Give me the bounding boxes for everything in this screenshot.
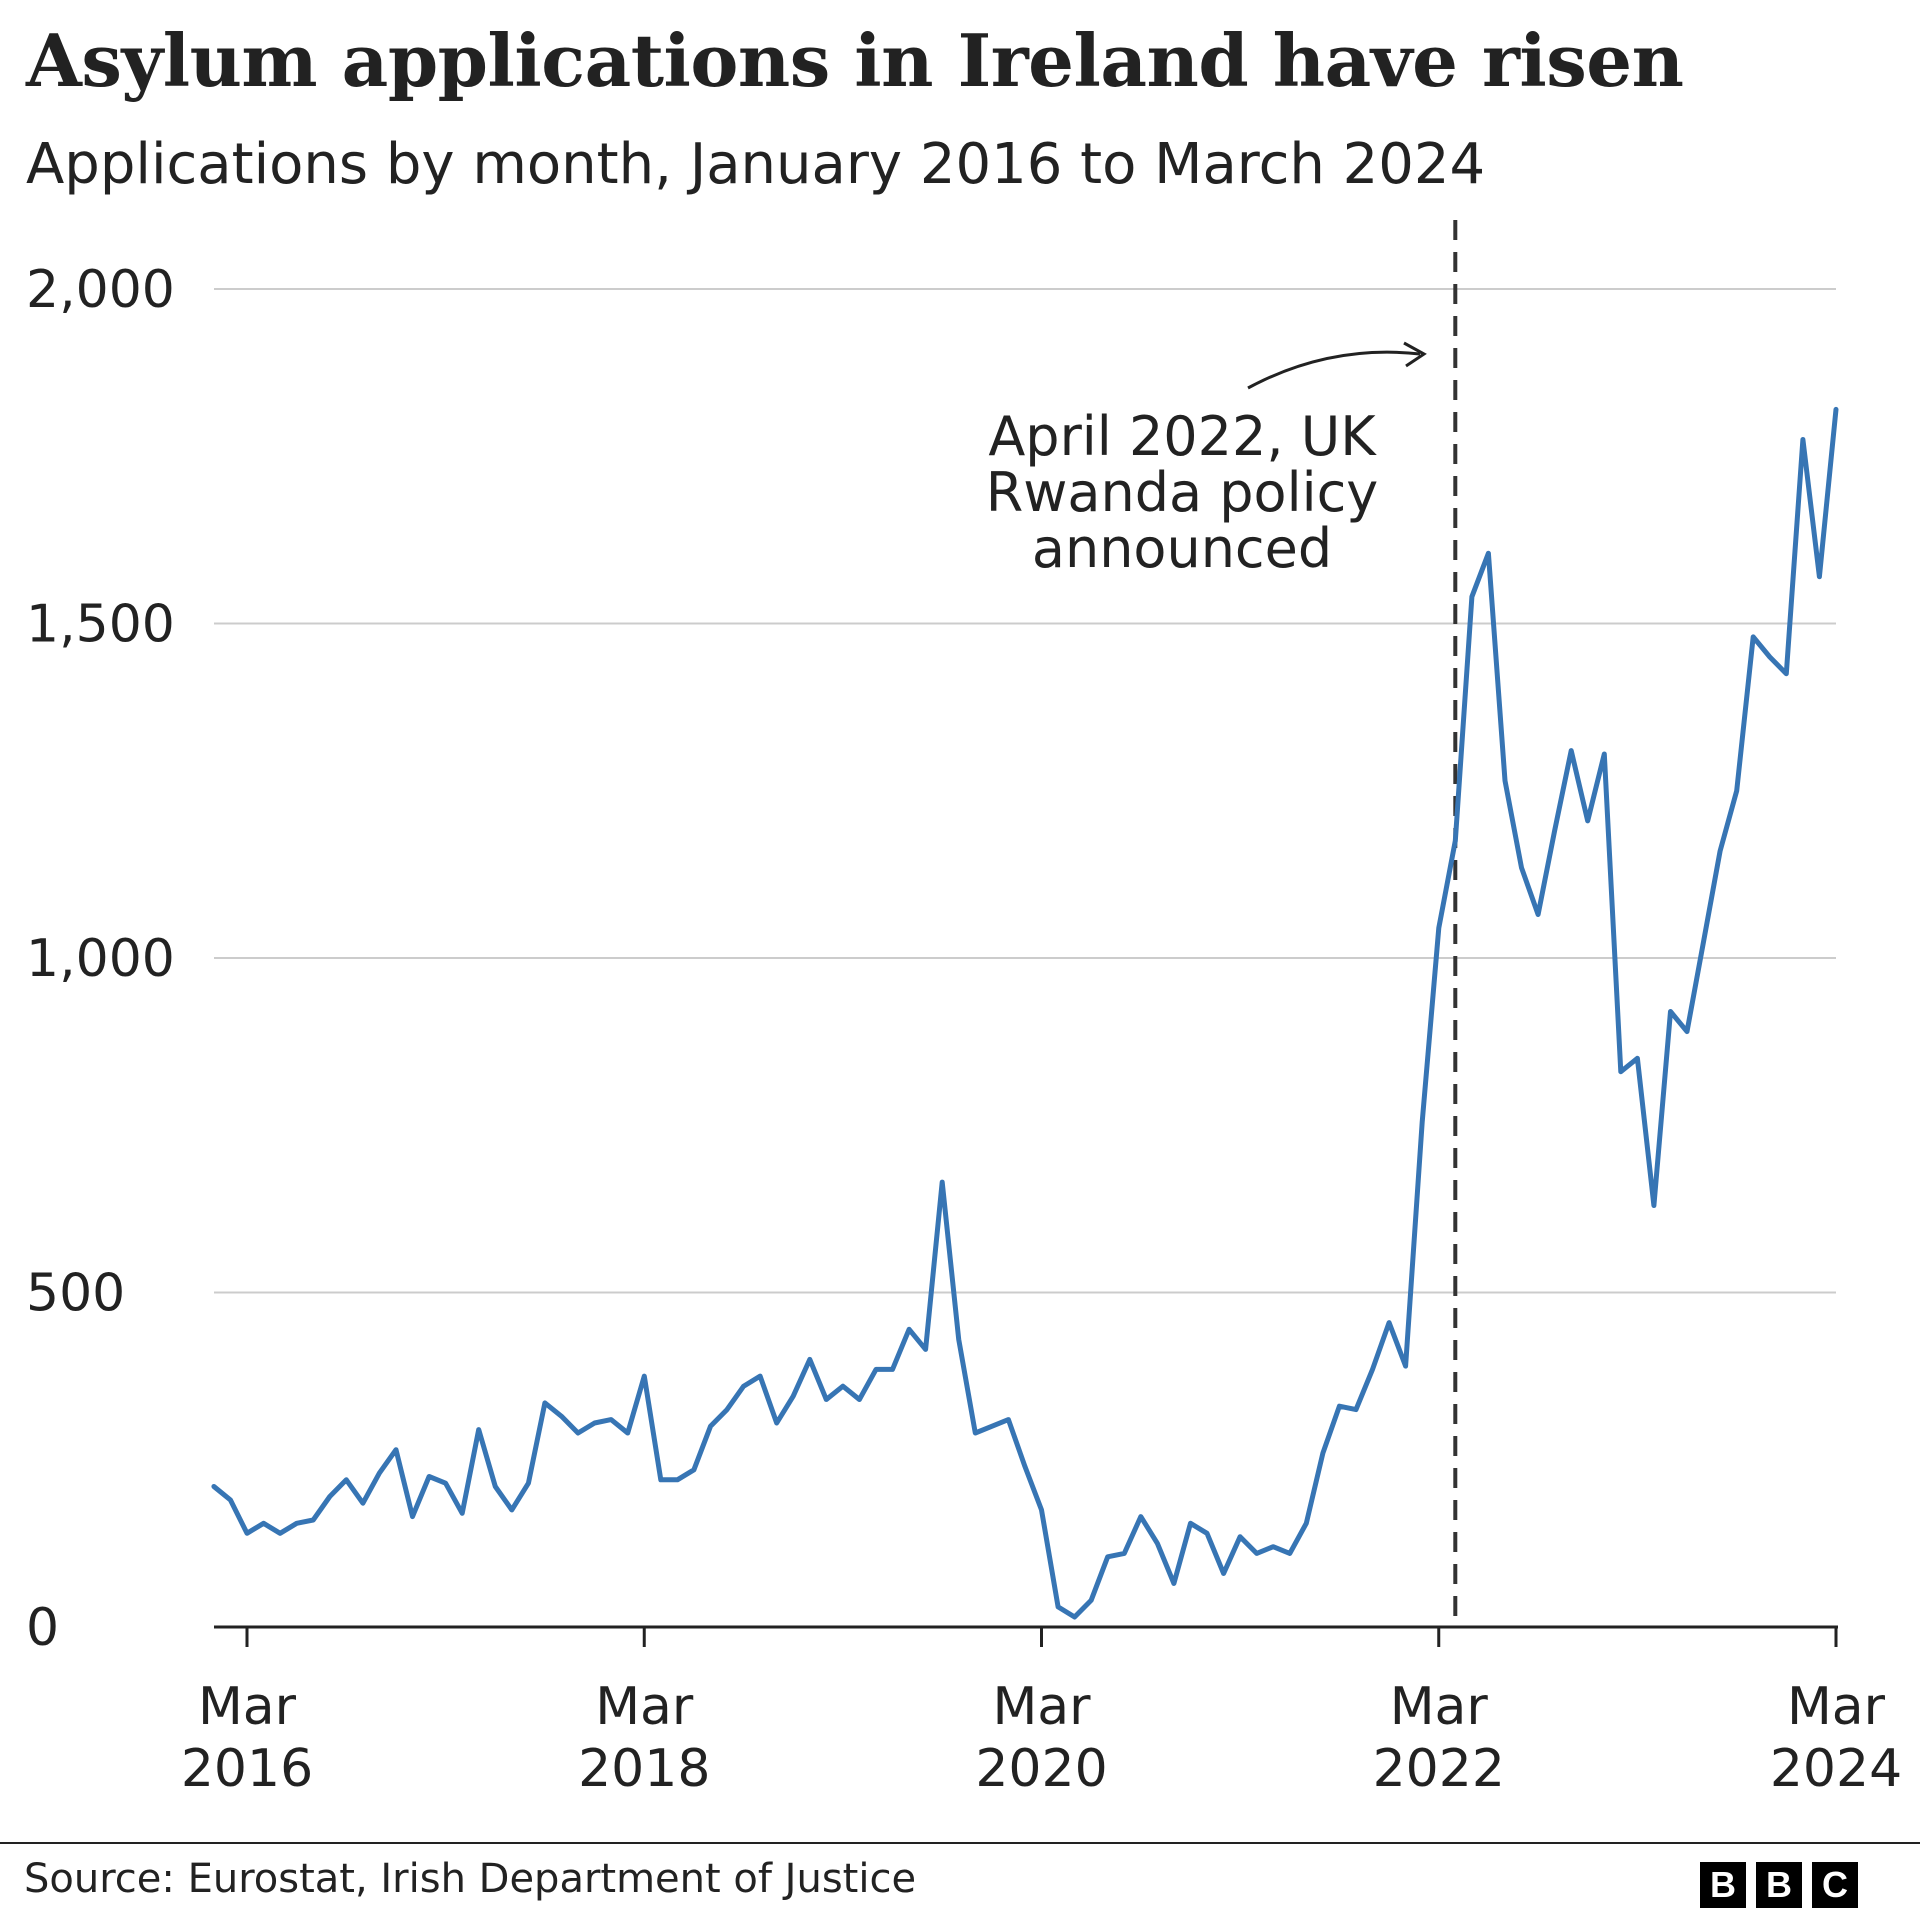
x-tick-label: Mar — [198, 1677, 297, 1737]
bbc-logo: B B C — [1700, 1862, 1858, 1908]
annotation-line-1: April 2022, UK — [988, 405, 1377, 468]
series — [211, 406, 1839, 1620]
y-tick-label: 0 — [26, 1598, 59, 1658]
x-tick-label: 2024 — [1770, 1739, 1902, 1799]
footer-divider — [0, 1842, 1920, 1844]
x-tick-label: 2016 — [181, 1739, 313, 1799]
annotation-line-3: announced — [1032, 517, 1332, 580]
x-tick-label: Mar — [595, 1677, 694, 1737]
x-tick-label: 2020 — [975, 1739, 1107, 1799]
y-tick-label: 2,000 — [26, 260, 175, 320]
logo-block-b1: B — [1700, 1862, 1746, 1908]
y-tick-label: 500 — [26, 1264, 125, 1324]
x-tick-label: Mar — [992, 1677, 1091, 1737]
gridlines — [214, 288, 1836, 1294]
y-tick-label: 1,000 — [26, 929, 175, 989]
x-tick-label: Mar — [1787, 1677, 1886, 1737]
annotation-arrowhead — [1403, 341, 1427, 368]
series-line — [211, 406, 1839, 1620]
y-tick-label: 1,500 — [26, 595, 175, 655]
logo-block-c: C — [1812, 1862, 1858, 1908]
annotation: April 2022, UK Rwanda policy announced — [986, 220, 1458, 1627]
x-tick-label: Mar — [1390, 1677, 1489, 1737]
y-axis-labels: 0 500 1,000 1,500 2,000 — [26, 260, 175, 1658]
chart-subtitle: Applications by month, January 2016 to M… — [26, 132, 1486, 197]
chart-title: Asylum applications in Ireland have rise… — [26, 18, 1684, 103]
annotation-arrow — [1247, 350, 1421, 390]
annotation-line-2: Rwanda policy — [986, 461, 1379, 524]
logo-block-b2: B — [1756, 1862, 1802, 1908]
source-note: Source: Eurostat, Irish Department of Ju… — [24, 1856, 917, 1902]
x-tick-label: 2022 — [1373, 1739, 1505, 1799]
x-tick-label: 2018 — [578, 1739, 710, 1799]
